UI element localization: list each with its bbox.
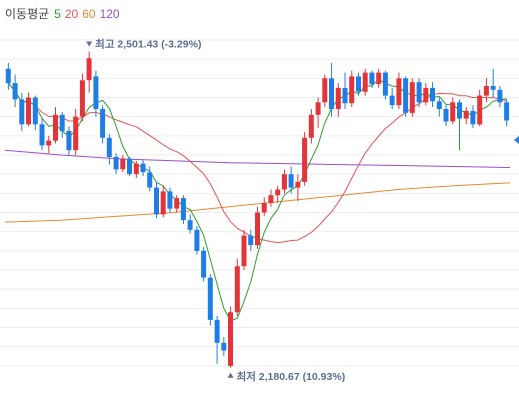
candle-body <box>443 109 449 122</box>
candle-body <box>5 68 11 84</box>
candle-body <box>100 109 106 138</box>
high-marker-icon <box>86 41 93 47</box>
candle-body <box>288 174 294 188</box>
legend-ma60[interactable]: 60 <box>82 7 96 21</box>
high-annotation: 최고 2,501.43 (-3.29%) <box>95 38 201 51</box>
candle-body <box>389 95 395 106</box>
candle-body <box>423 87 429 103</box>
candle-body <box>356 76 361 92</box>
candle-body <box>295 181 301 188</box>
low-marker-icon <box>227 372 234 378</box>
candle-body <box>187 220 193 230</box>
candle-body <box>214 319 220 343</box>
candles <box>5 51 510 368</box>
candle-body <box>281 174 287 190</box>
legend-ma20[interactable]: 20 <box>64 7 79 21</box>
ma120-line <box>4 149 511 168</box>
candle-body <box>376 72 382 85</box>
candle-body <box>308 114 314 138</box>
candle-body <box>342 87 348 104</box>
candle-body <box>315 102 321 115</box>
ma60-line <box>4 182 511 223</box>
candle-body <box>106 137 112 157</box>
candle-body <box>93 76 99 109</box>
annotations: 최고 2,501.43 (-3.29%) 최저 2,180.67 (10.93%) <box>86 38 345 383</box>
candle-body <box>409 82 415 113</box>
grid-lines <box>0 39 519 367</box>
candle-body <box>241 235 247 267</box>
candle-body <box>86 58 92 81</box>
candle-body <box>497 89 503 103</box>
candle-body <box>46 140 52 146</box>
candle-body <box>66 131 72 151</box>
candle-body <box>120 158 126 170</box>
candle-body <box>201 250 207 278</box>
candle-body <box>255 212 260 246</box>
candle-body <box>335 87 341 109</box>
candle-body <box>436 101 442 109</box>
candle-body <box>32 97 38 125</box>
candle-body <box>329 78 334 109</box>
legend-title: 이동평균 <box>5 7 50 21</box>
candle-body <box>234 266 240 313</box>
candle-body <box>39 124 45 146</box>
candle-body <box>127 158 132 175</box>
candle-body <box>275 189 281 196</box>
moving-average-legend: 이동평균 5 20 60 120 <box>5 5 124 22</box>
candle-body <box>53 114 58 141</box>
candle-body <box>147 172 153 188</box>
candle-body <box>483 86 489 96</box>
candle-body <box>450 102 456 122</box>
candle-body <box>248 235 254 246</box>
candle-body <box>59 114 65 132</box>
candle-body <box>349 76 355 104</box>
candle-body <box>430 87 435 102</box>
candle-body <box>228 312 233 366</box>
candle-body <box>26 97 31 125</box>
candle-body <box>382 72 388 96</box>
candle-body <box>362 72 368 92</box>
legend-ma120[interactable]: 120 <box>99 7 120 21</box>
candle-body <box>477 95 483 125</box>
candle-body <box>194 229 200 251</box>
candle-body <box>302 137 308 182</box>
candle-body <box>167 191 173 209</box>
candle-body <box>470 110 476 125</box>
candle-body <box>490 86 496 90</box>
candle-body <box>79 80 85 117</box>
candle-body <box>268 195 274 203</box>
candle-body <box>73 116 79 151</box>
candle-body <box>221 342 227 351</box>
candle-body <box>140 163 146 173</box>
candle-body <box>504 102 510 121</box>
legend-ma5[interactable]: 5 <box>54 7 61 21</box>
current-price-marker <box>514 136 519 144</box>
candle-body <box>154 187 159 215</box>
candle-body <box>133 163 139 175</box>
candle-body <box>174 198 180 209</box>
low-annotation: 최저 2,180.67 (10.93%) <box>237 370 346 383</box>
candle-body <box>113 156 119 170</box>
candle-body <box>369 72 375 85</box>
candle-body <box>207 277 213 320</box>
candle-body <box>160 191 166 215</box>
candle-body <box>19 99 25 125</box>
candle-body <box>322 78 328 103</box>
candle-body <box>457 102 462 119</box>
candle-body <box>396 78 402 106</box>
candle-body <box>416 82 422 103</box>
candle-body <box>261 202 267 213</box>
candle-body <box>403 78 409 113</box>
candle-body <box>180 198 186 221</box>
candle-body <box>12 83 18 100</box>
candle-body <box>463 110 469 119</box>
